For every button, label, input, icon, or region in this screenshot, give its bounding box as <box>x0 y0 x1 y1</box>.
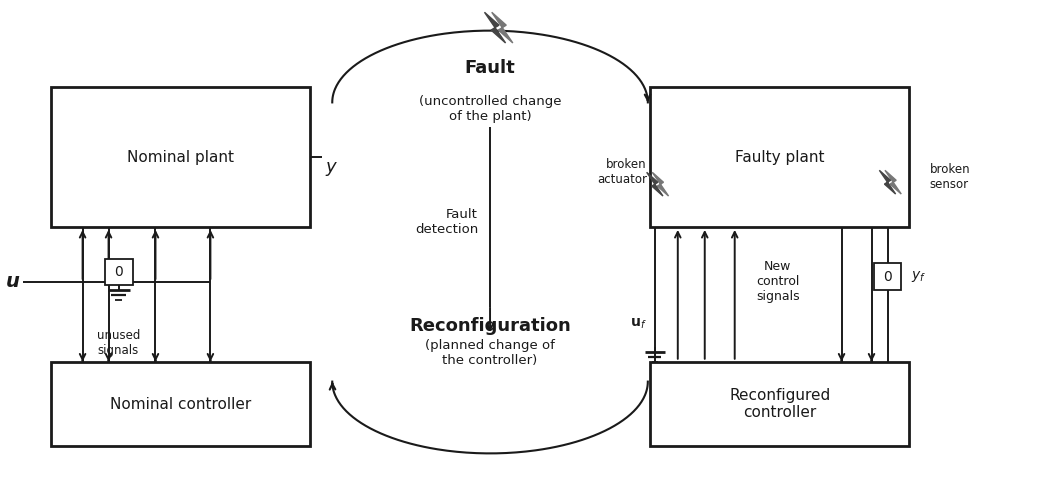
Bar <box>51 88 310 227</box>
Text: Faulty plant: Faulty plant <box>735 150 824 165</box>
Text: $y_f$: $y_f$ <box>911 269 927 284</box>
Text: Nominal controller: Nominal controller <box>110 396 251 412</box>
Text: broken
sensor: broken sensor <box>929 163 971 191</box>
Bar <box>51 362 310 447</box>
Text: $\mathbf{u}_f$: $\mathbf{u}_f$ <box>630 317 647 331</box>
Text: (planned change of
the controller): (planned change of the controller) <box>426 339 555 367</box>
Text: unused
signals: unused signals <box>97 329 140 357</box>
Text: New
control
signals: New control signals <box>756 261 799 303</box>
Text: Reconfiguration: Reconfiguration <box>409 317 571 335</box>
Text: (uncontrolled change
of the plant): (uncontrolled change of the plant) <box>418 95 562 123</box>
Polygon shape <box>879 170 896 194</box>
Polygon shape <box>647 172 663 196</box>
Polygon shape <box>652 172 668 196</box>
Text: Reconfigured
controller: Reconfigured controller <box>729 388 830 420</box>
Text: 0: 0 <box>883 270 892 284</box>
Polygon shape <box>492 12 513 43</box>
Text: Fault
detection: Fault detection <box>415 208 479 236</box>
Bar <box>650 362 909 447</box>
Bar <box>874 263 901 290</box>
Bar <box>650 88 909 227</box>
Bar <box>105 259 133 285</box>
Text: y: y <box>325 158 336 176</box>
Polygon shape <box>485 12 506 43</box>
Text: broken
actuator: broken actuator <box>597 158 647 186</box>
Polygon shape <box>885 170 901 194</box>
Text: Nominal plant: Nominal plant <box>127 150 234 165</box>
Text: 0: 0 <box>114 265 122 279</box>
Text: Fault: Fault <box>465 59 516 77</box>
Text: u: u <box>6 272 20 291</box>
